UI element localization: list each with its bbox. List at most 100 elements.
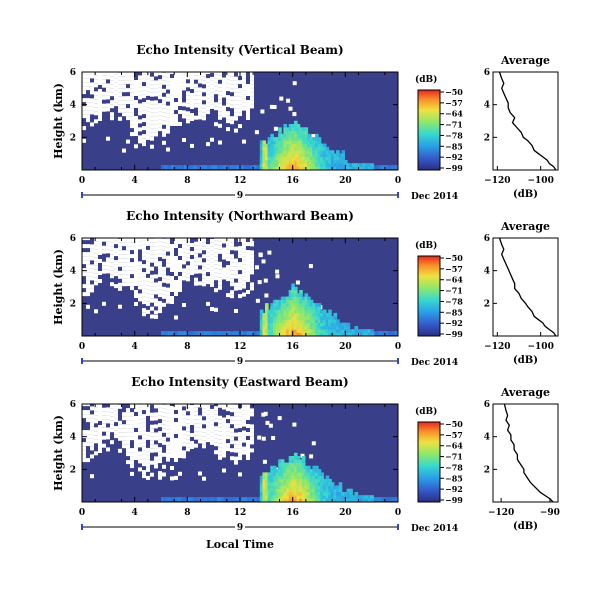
missing-data-cell — [130, 404, 134, 409]
missing-data-cell — [150, 100, 154, 105]
echo-cell — [338, 166, 343, 170]
missing-data-cell — [214, 430, 218, 435]
missing-data-cell — [206, 264, 210, 269]
missing-data-cell — [82, 450, 86, 455]
echo-cell — [336, 156, 340, 161]
echo-cell — [304, 299, 309, 304]
missing-data-cell — [162, 140, 166, 145]
missing-data-cell — [134, 120, 138, 124]
echo-cell — [283, 475, 287, 480]
echo-cell — [275, 163, 280, 167]
missing-data-cell — [98, 247, 102, 251]
echo-cell — [270, 465, 274, 470]
missing-data-cell — [150, 448, 154, 453]
echo-cell — [280, 488, 285, 493]
echo-cell — [288, 482, 293, 486]
missing-data-cell — [214, 426, 218, 431]
missing-data-cell — [234, 408, 238, 413]
profile-title: Average — [500, 54, 550, 67]
missing-data-cell — [222, 425, 226, 430]
echo-cell — [309, 326, 314, 330]
missing-data-cell — [86, 268, 90, 273]
missing-data-cell — [194, 261, 198, 266]
echo-cell — [309, 306, 314, 310]
missing-data-cell — [238, 92, 242, 97]
echo-cell — [325, 326, 330, 330]
echo-cell — [333, 322, 338, 327]
heatmap-panel-2: Echo Intensity (Eastward Beam)0 4 8 12 16 20 0… — [52, 375, 463, 534]
echo-cell — [278, 472, 282, 476]
echo-cell — [286, 299, 290, 304]
echo-cell — [315, 488, 319, 493]
missing-data-cell — [263, 411, 268, 416]
missing-data-cell — [162, 132, 166, 137]
echo-cell — [309, 146, 314, 151]
echo-cell — [315, 306, 319, 310]
echo-cell — [357, 329, 361, 333]
missing-data-cell — [158, 309, 162, 314]
echo-cell — [283, 462, 287, 467]
echo-cell — [307, 465, 311, 470]
missing-data-cell — [130, 88, 134, 93]
echo-cell — [267, 143, 272, 148]
echo-cell — [180, 165, 185, 170]
missing-data-cell — [106, 431, 110, 436]
missing-data-cell — [82, 114, 86, 119]
echo-cell — [367, 163, 372, 167]
missing-data-cell — [166, 73, 170, 78]
missing-data-cell — [166, 121, 170, 126]
echo-cell — [283, 482, 287, 486]
missing-data-cell — [202, 404, 206, 409]
echo-cell — [288, 465, 293, 470]
missing-data-cell — [162, 286, 166, 291]
missing-data-cell — [114, 406, 118, 411]
missing-data-cell — [106, 95, 110, 100]
missing-data-cell — [174, 406, 178, 410]
missing-data-cell — [102, 91, 106, 96]
missing-data-cell — [214, 418, 218, 423]
missing-data-cell — [206, 252, 210, 257]
missing-data-cell — [194, 249, 198, 254]
missing-data-cell — [142, 308, 146, 313]
echo-cell — [328, 150, 332, 154]
missing-data-cell — [158, 435, 162, 440]
missing-data-cell — [162, 116, 166, 121]
missing-data-cell — [82, 86, 86, 91]
missing-data-cell — [178, 260, 182, 264]
echo-cell — [307, 146, 311, 151]
missing-data-cell — [138, 135, 142, 140]
missing-data-cell — [210, 100, 214, 105]
missing-data-cell — [146, 261, 150, 266]
missing-data-cell — [194, 265, 198, 270]
echo-cell — [299, 140, 303, 144]
echo-cell — [294, 475, 298, 480]
missing-data-cell — [134, 100, 138, 104]
missing-data-cell — [98, 73, 102, 77]
missing-data-cell — [146, 123, 150, 128]
echo-cell — [362, 329, 366, 333]
missing-data-cell — [234, 440, 238, 445]
missing-data-cell — [222, 85, 226, 90]
y-axis-label: Height (km) — [52, 83, 65, 159]
echo-cell — [272, 153, 277, 157]
echo-cell — [322, 309, 327, 314]
echo-cell — [333, 316, 338, 320]
missing-data-cell — [138, 431, 142, 436]
missing-data-cell — [218, 115, 222, 120]
colorbar — [417, 89, 441, 171]
missing-data-cell — [174, 438, 178, 442]
missing-data-cell — [269, 104, 274, 109]
missing-data-cell — [130, 452, 134, 457]
echo-cell — [267, 316, 272, 320]
missing-data-cell — [218, 140, 222, 145]
missing-data-cell — [226, 273, 230, 278]
echo-cell — [288, 130, 293, 135]
echo-cell — [288, 133, 293, 138]
echo-cell — [299, 469, 303, 473]
missing-data-cell — [130, 428, 134, 433]
echo-cell — [259, 488, 264, 493]
missing-data-cell — [198, 257, 202, 262]
echo-cell — [283, 326, 287, 330]
missing-data-cell — [238, 420, 242, 425]
echo-cell — [280, 326, 285, 330]
